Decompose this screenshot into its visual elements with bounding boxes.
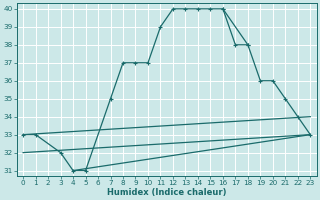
X-axis label: Humidex (Indice chaleur): Humidex (Indice chaleur) [107,188,227,197]
